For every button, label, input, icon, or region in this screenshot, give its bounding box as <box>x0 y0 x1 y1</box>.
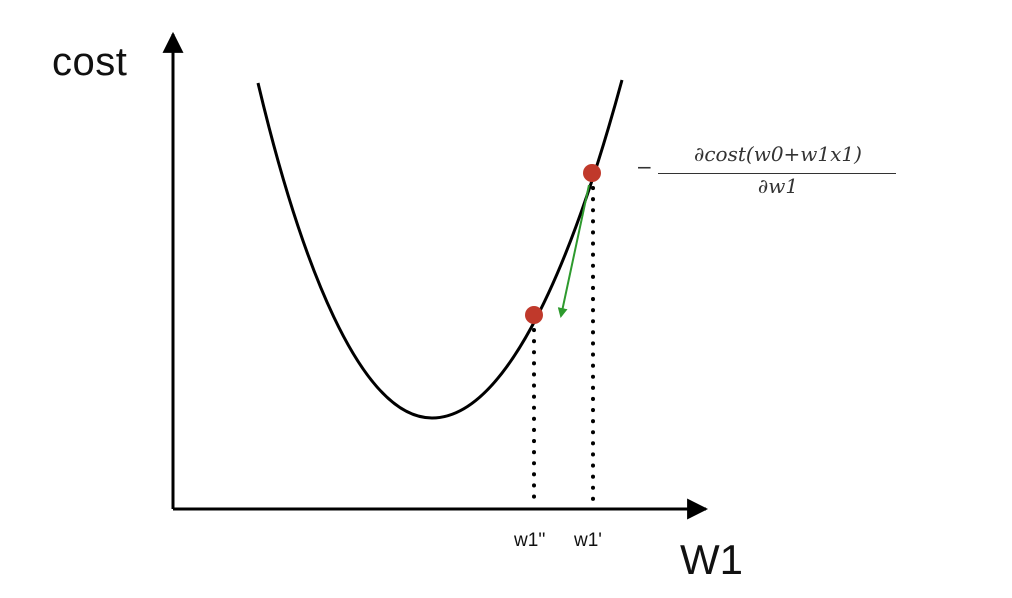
formula-denominator: ∂w1 <box>757 174 799 198</box>
point-w1-prime <box>583 164 601 182</box>
tick-label-w1-double-prime: w1'' <box>514 530 546 551</box>
gradient-step-arrow <box>557 184 590 318</box>
formula-fraction-bar <box>658 173 896 174</box>
tick-label-w1-prime: w1' <box>574 530 602 551</box>
formula-numerator: ∂cost(w0+w1x1) <box>694 142 862 166</box>
formula-minus-sign: − <box>636 155 653 179</box>
cost-curve <box>256 79 624 420</box>
y-axis-label: cost <box>52 40 128 84</box>
point-w1-double-prime <box>525 306 543 324</box>
x-axis-label: W1 <box>680 536 743 583</box>
